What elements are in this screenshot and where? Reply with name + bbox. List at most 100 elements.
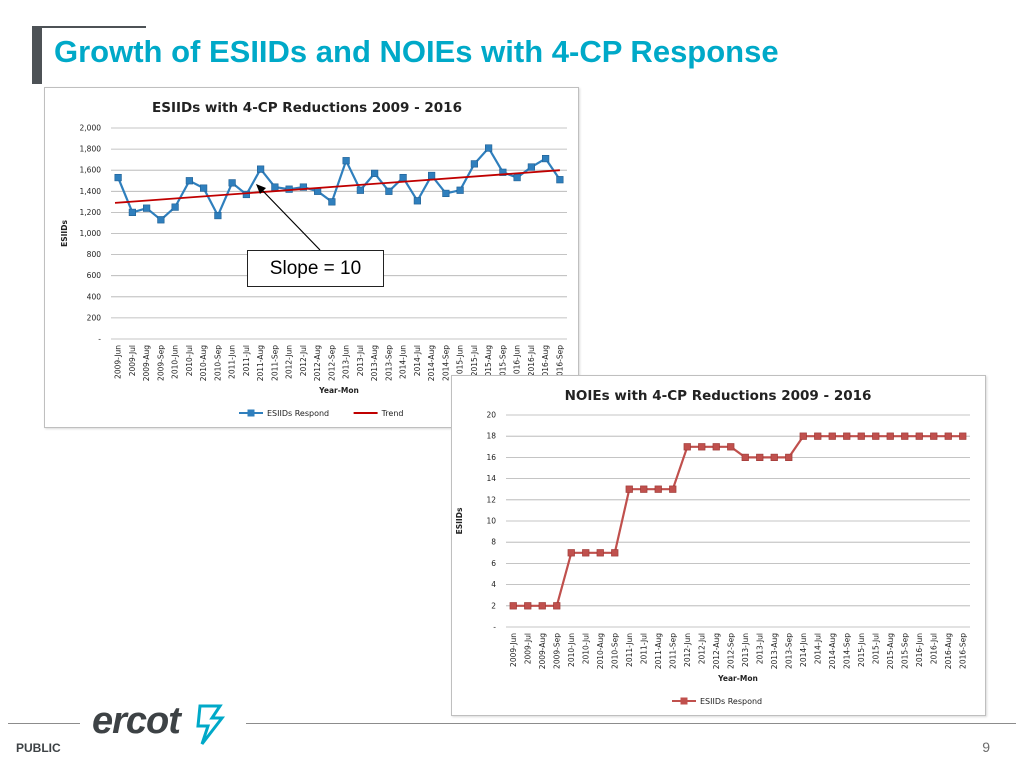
data-point <box>524 602 532 610</box>
slope-annotation: Slope = 10 <box>247 250 384 287</box>
x-tick-label: 2009-Jul <box>128 345 137 376</box>
x-tick-label: 2014-Aug <box>828 633 837 670</box>
data-point <box>171 203 179 211</box>
x-tick-label: 2015-Sep <box>498 345 507 381</box>
x-tick-label: 2016-Aug <box>944 633 953 670</box>
chart-svg: NOIEs with 4-CP Reductions 2009 - 2016 - 2… <box>455 388 970 706</box>
legend-swatch-marker <box>247 409 255 417</box>
y-tick-label: 10 <box>486 517 496 526</box>
x-tick-label: 2015-Jul <box>871 633 880 664</box>
data-point <box>741 453 749 461</box>
series-line-esiids-respond <box>117 146 561 222</box>
x-tick-label: 2014-Jul <box>813 633 822 664</box>
x-tick-label: 2015-Aug <box>484 345 493 382</box>
data-point <box>257 165 265 173</box>
x-tick-label: 2011-Jul <box>242 345 251 376</box>
x-tick-label: 2012-Aug <box>313 345 322 382</box>
x-tick-label: 2010-Jun <box>171 345 180 379</box>
data-point <box>785 453 793 461</box>
data-point <box>242 190 250 199</box>
data-point <box>509 602 517 610</box>
y-tick-label: 800 <box>87 250 102 259</box>
data-point <box>582 549 590 557</box>
data-point <box>228 179 236 187</box>
data-point <box>596 549 604 557</box>
x-tick-label: 2012-Sep <box>327 345 336 381</box>
data-point <box>342 157 350 165</box>
x-tick-label: 2010-Sep <box>213 345 222 381</box>
legend-swatch-marker <box>680 697 688 705</box>
x-tick-label: 2014-Jun <box>799 633 808 667</box>
x-tick-label: 2009-Sep <box>156 345 165 381</box>
x-tick-label: 2011-Jun <box>228 345 237 379</box>
data-point <box>513 173 521 182</box>
y-tick-label: 20 <box>486 411 496 420</box>
data-point <box>640 485 648 493</box>
legend-entry: ESIIDs Respond <box>267 409 329 418</box>
chart-title: ESIIDs with 4-CP Reductions 2009 - 2016 <box>152 100 462 116</box>
x-axis-label: Year-Mon <box>717 674 758 683</box>
y-tick-label: 400 <box>87 292 102 301</box>
x-tick-label: 2013-Jul <box>755 633 764 664</box>
y-tick-label: 1,400 <box>80 187 102 196</box>
data-point <box>399 173 407 182</box>
data-point <box>683 443 691 451</box>
x-tick-label: 2014-Jun <box>399 345 408 379</box>
x-tick-label: 2016-Jun <box>915 633 924 667</box>
data-point <box>857 432 865 440</box>
x-tick-label: 2012-Jun <box>683 633 692 667</box>
y-tick-label: 600 <box>87 271 102 280</box>
x-tick-label: 2009-Aug <box>142 345 151 382</box>
data-point <box>542 154 550 163</box>
data-point <box>828 432 836 440</box>
noies-chart: NOIEs with 4-CP Reductions 2009 - 2016 - 2… <box>451 375 986 716</box>
x-tick-label: 2009-Aug <box>538 633 547 670</box>
data-point <box>930 432 938 440</box>
data-point <box>371 169 379 177</box>
data-point <box>915 432 923 440</box>
x-tick-label: 2015-Jun <box>456 345 465 379</box>
y-tick-label: 8 <box>491 538 496 547</box>
esiids-chart: ESIIDs with 4-CP Reductions 2009 - 2016 -… <box>44 87 579 428</box>
data-point <box>271 183 279 191</box>
x-tick-label: 2016-Sep <box>958 633 967 669</box>
x-tick-label: 2012-Jul <box>697 633 706 664</box>
x-tick-label: 2013-Jun <box>342 345 351 379</box>
x-tick-label: 2014-Aug <box>427 345 436 382</box>
data-point <box>814 432 822 440</box>
data-point <box>654 485 662 493</box>
x-tick-label: 2016-Sep <box>555 345 564 381</box>
data-point <box>456 186 464 194</box>
data-point <box>143 204 151 212</box>
title-accent-line <box>42 26 146 28</box>
data-point <box>214 211 222 220</box>
data-point <box>959 432 967 440</box>
data-point <box>356 186 364 194</box>
x-tick-label: 2013-Sep <box>384 345 393 381</box>
y-tick-label: 2 <box>491 601 496 610</box>
y-tick-label: 200 <box>87 313 102 322</box>
x-tick-label: 2011-Jun <box>625 633 634 667</box>
data-point <box>538 602 546 610</box>
data-point <box>499 168 507 176</box>
data-point <box>200 184 208 192</box>
x-tick-label: 2014-Sep <box>842 633 851 669</box>
x-tick-label: 2013-Aug <box>770 633 779 670</box>
series-line-trend <box>114 169 560 204</box>
data-point <box>567 549 575 557</box>
legend-entry: ESIIDs Respond <box>700 697 762 706</box>
x-tick-label: 2009-Sep <box>552 633 561 669</box>
y-tick-label: - <box>98 335 101 344</box>
x-tick-label: 2016-Aug <box>541 345 550 382</box>
footer-divider-right <box>246 723 1016 724</box>
x-tick-label: 2015-Jul <box>470 345 479 376</box>
y-tick-label: 2,000 <box>80 124 102 133</box>
x-tick-label: 2014-Jul <box>413 345 422 376</box>
x-tick-label: 2012-Aug <box>712 633 721 670</box>
ercot-logo: ercot <box>92 700 232 750</box>
x-tick-label: 2011-Sep <box>668 633 677 669</box>
y-tick-label: - <box>493 623 496 632</box>
legend-entry: Trend <box>381 409 404 418</box>
x-tick-label: 2013-Jul <box>356 345 365 376</box>
data-point <box>157 216 165 224</box>
